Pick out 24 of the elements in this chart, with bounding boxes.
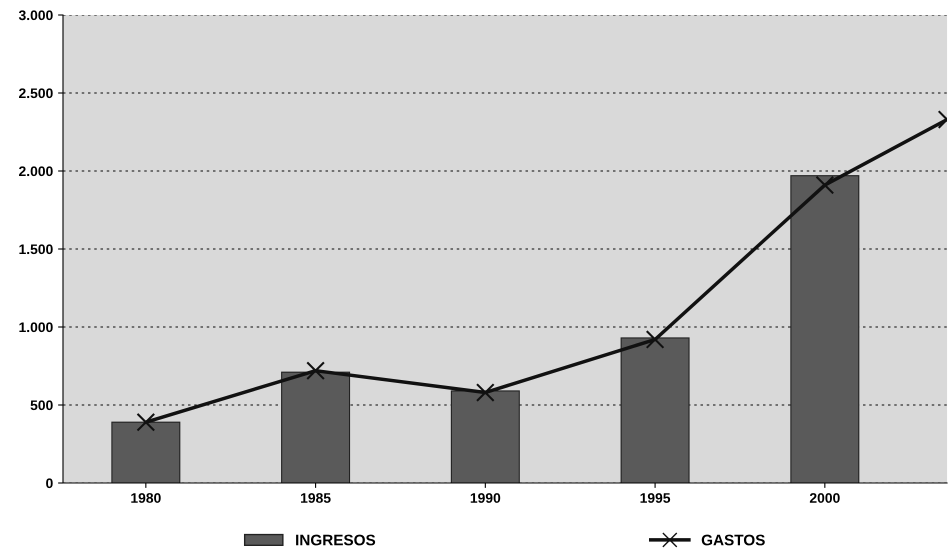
bar	[620, 337, 690, 483]
point	[476, 383, 495, 402]
y-tick-label: 1.500	[19, 244, 53, 254]
legend-label: INGRESOS	[296, 534, 376, 546]
point	[136, 412, 156, 432]
y-tick-label: 2.500	[19, 88, 53, 98]
y-tick-label: 500	[30, 400, 53, 410]
bar	[790, 175, 860, 483]
point	[815, 176, 834, 194]
legend-label: GASTOS	[702, 534, 765, 546]
bar	[281, 372, 350, 483]
y-tick-label: 2.000	[19, 166, 53, 176]
bar	[450, 390, 520, 483]
x-tick-label: 1980	[131, 493, 161, 503]
y-tick-label: 1.000	[19, 322, 53, 332]
x-tick-label: 1990	[470, 493, 500, 503]
point	[306, 361, 325, 380]
point	[646, 330, 664, 349]
x-tick-label: 1985	[301, 493, 331, 503]
x-tick-label: 1995	[640, 493, 670, 503]
y-tick-label: 0	[46, 478, 53, 488]
bar	[111, 422, 180, 483]
y-tick-label: 3.000	[18, 10, 53, 20]
x-tick-label: 2000	[810, 493, 840, 503]
